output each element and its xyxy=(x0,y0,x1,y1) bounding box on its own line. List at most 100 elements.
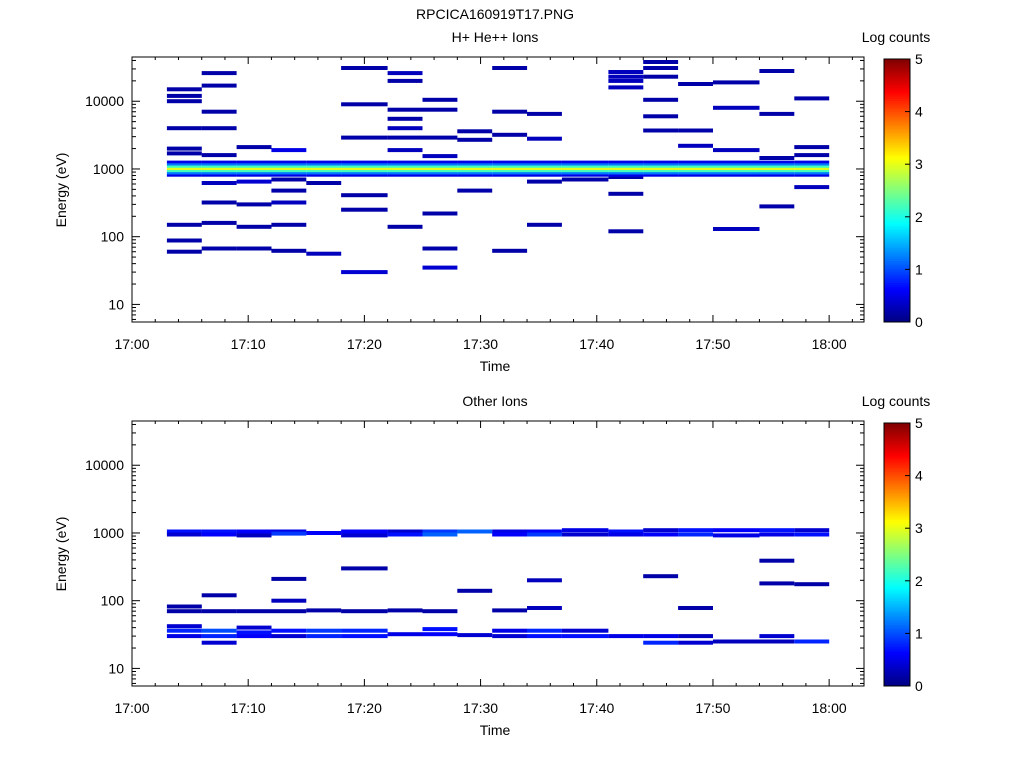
bottom-colorbar-step xyxy=(884,637,910,641)
top-band-cell xyxy=(794,169,830,173)
bottom-cell xyxy=(561,628,609,633)
top-colorbar-tick-label: 2 xyxy=(915,209,923,225)
top-cell xyxy=(271,177,307,182)
bottom-cell xyxy=(643,528,679,533)
top-colorbar-step xyxy=(884,65,910,69)
bottom-colorbar-step xyxy=(884,648,910,652)
top-band-cell xyxy=(341,165,388,168)
bottom-colorbar-step xyxy=(884,633,910,636)
bottom-cell xyxy=(271,634,307,639)
bottom-cell xyxy=(643,532,679,537)
top-colorbar-step xyxy=(884,243,910,246)
top-colorbar-step xyxy=(884,227,910,231)
top-cell xyxy=(201,246,237,251)
top-cell xyxy=(166,93,202,98)
top-cell xyxy=(457,188,493,193)
bottom-cell xyxy=(678,640,713,645)
bottom-colorbar-step xyxy=(884,541,910,544)
top-colorbar-step xyxy=(884,234,910,237)
top-band-cell xyxy=(166,162,202,166)
top-cell xyxy=(457,129,493,134)
bottom-cell xyxy=(201,532,237,537)
top-cell xyxy=(341,207,388,212)
bottom-cell xyxy=(341,566,388,571)
bottom-colorbar-step xyxy=(884,611,910,615)
top-xtick-label: 18:00 xyxy=(812,336,847,352)
top-colorbar-step xyxy=(884,91,910,95)
panel-bottom: Other Ions 17:00 17:10 17:20 17:30 17:40 17:5… xyxy=(53,393,930,738)
top-band-cell xyxy=(422,165,458,168)
top-band-cell xyxy=(759,167,795,170)
top-cell xyxy=(387,224,423,229)
top-colorbar-step xyxy=(884,80,910,84)
bottom-cell xyxy=(713,639,760,644)
bottom-colorbar-step xyxy=(884,609,910,612)
top-colorbar-step xyxy=(884,295,910,299)
top-colorbar-step xyxy=(884,280,910,283)
bottom-cell xyxy=(759,581,795,586)
top-cell xyxy=(341,135,388,140)
bottom-ytick-label: 10000 xyxy=(85,457,124,473)
top-colorbar-step xyxy=(884,83,910,86)
top-colorbar-step xyxy=(884,289,910,292)
top-band-cell xyxy=(341,167,388,170)
bottom-colorbar-step xyxy=(884,596,910,599)
top-cell xyxy=(271,200,307,205)
bottom-colorbar-step xyxy=(884,458,910,461)
top-colorbar-step xyxy=(884,251,910,255)
top-cell xyxy=(422,265,458,270)
top-cell xyxy=(201,109,237,114)
bottom-colorbar-step xyxy=(884,519,910,523)
bottom-cell xyxy=(166,609,202,614)
top-colorbar-step xyxy=(884,282,910,286)
bottom-colorbar-step xyxy=(884,442,910,446)
bottom-colorbar-step xyxy=(884,620,910,623)
top-colorbar-step xyxy=(884,190,910,194)
top-colorbar-step xyxy=(884,162,910,165)
top-band-cell xyxy=(643,167,679,170)
top-cell xyxy=(643,74,679,79)
bottom-colorbar-step xyxy=(884,471,910,474)
top-colorbar-step xyxy=(884,262,910,266)
top-colorbar-step xyxy=(884,203,910,207)
top-band-cell xyxy=(271,174,307,177)
top-cell xyxy=(271,248,307,253)
top-band-cell xyxy=(271,171,307,175)
bottom-xtick-label: 17:40 xyxy=(579,700,614,716)
top-band-cell xyxy=(759,174,795,177)
top-colorbar-step xyxy=(884,304,910,308)
top-band-cell xyxy=(457,171,493,175)
top-cell xyxy=(422,135,458,140)
bottom-cell xyxy=(201,529,237,534)
top-cell xyxy=(166,151,202,156)
bottom-colorbar-step xyxy=(884,615,910,619)
panel-bottom-xlabel: Time xyxy=(480,722,511,738)
top-colorbar-step xyxy=(884,286,910,290)
top-colorbar-tick-label: 0 xyxy=(915,314,923,330)
top-cell xyxy=(678,82,713,86)
top-colorbar-step xyxy=(884,225,910,229)
top-band-cell xyxy=(201,174,237,177)
bottom-colorbar-step xyxy=(884,672,910,676)
bottom-cell xyxy=(527,529,562,534)
top-band-cell xyxy=(387,167,423,170)
top-cell xyxy=(166,87,202,92)
bottom-cell xyxy=(527,532,562,537)
bottom-colorbar-step xyxy=(884,604,910,608)
bottom-cell xyxy=(236,529,272,534)
bottom-colorbar-step xyxy=(884,473,910,476)
top-colorbar-step xyxy=(884,120,910,123)
top-band-cell xyxy=(561,162,609,166)
top-cell xyxy=(608,175,644,179)
bottom-colorbar-tick-label: 3 xyxy=(915,520,923,536)
top-cell xyxy=(166,99,202,104)
bottom-cell xyxy=(341,529,388,534)
top-band-cell xyxy=(759,165,795,168)
top-colorbar-step xyxy=(884,175,910,178)
top-band-cell xyxy=(527,167,562,170)
bottom-cell xyxy=(713,533,760,538)
top-band-cell xyxy=(306,162,342,166)
top-band-cell xyxy=(492,165,528,168)
top-band-cell xyxy=(306,169,342,173)
top-colorbar-step xyxy=(884,271,910,275)
